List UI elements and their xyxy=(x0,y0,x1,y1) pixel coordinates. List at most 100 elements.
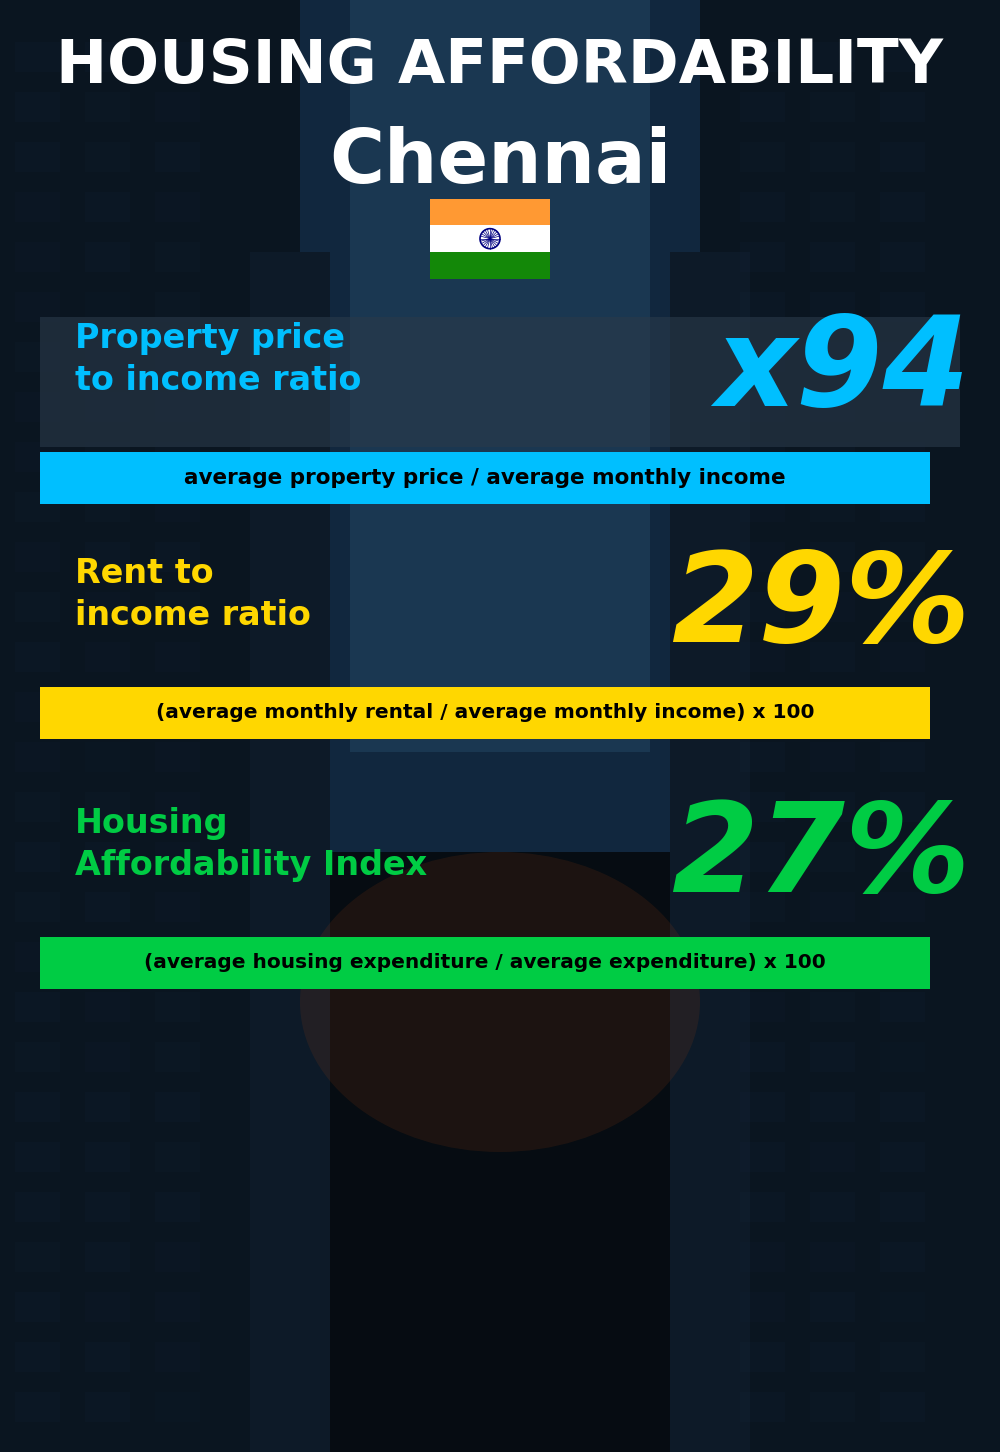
Bar xyxy=(85,392,130,423)
Bar xyxy=(740,343,785,372)
Bar xyxy=(810,192,855,222)
Bar xyxy=(155,1043,200,1072)
Bar xyxy=(880,1092,925,1122)
Bar xyxy=(0,0,300,1452)
Bar xyxy=(15,1241,60,1272)
Bar xyxy=(155,1092,200,1122)
Bar xyxy=(810,392,855,423)
Bar xyxy=(810,242,855,272)
Bar xyxy=(740,1192,785,1223)
Bar xyxy=(85,142,130,171)
Bar xyxy=(15,142,60,171)
Bar xyxy=(740,742,785,772)
Bar xyxy=(880,1143,925,1172)
Bar xyxy=(15,693,60,722)
Bar xyxy=(740,592,785,621)
Bar xyxy=(15,592,60,621)
Bar xyxy=(810,1043,855,1072)
Text: 27%: 27% xyxy=(671,797,970,918)
Bar xyxy=(740,1092,785,1122)
Bar xyxy=(85,642,130,672)
Bar xyxy=(15,842,60,873)
Bar xyxy=(740,1392,785,1422)
Bar xyxy=(810,42,855,73)
Bar xyxy=(810,791,855,822)
Bar xyxy=(85,992,130,1022)
Bar xyxy=(880,392,925,423)
Bar xyxy=(155,1241,200,1272)
Bar xyxy=(880,1043,925,1072)
Bar xyxy=(85,1092,130,1122)
Bar xyxy=(740,992,785,1022)
Bar xyxy=(85,1241,130,1272)
Bar xyxy=(15,1392,60,1422)
Bar xyxy=(810,1192,855,1223)
Bar xyxy=(880,1192,925,1223)
Bar xyxy=(15,642,60,672)
Bar xyxy=(880,492,925,523)
Bar xyxy=(880,992,925,1022)
Bar xyxy=(15,1292,60,1321)
Bar xyxy=(85,791,130,822)
Bar xyxy=(880,441,925,472)
Bar xyxy=(880,1241,925,1272)
Bar xyxy=(15,441,60,472)
Text: (average housing expenditure / average expenditure) x 100: (average housing expenditure / average e… xyxy=(144,954,826,973)
Bar xyxy=(880,292,925,322)
Bar xyxy=(810,1292,855,1321)
Bar xyxy=(430,199,550,225)
Bar xyxy=(155,1192,200,1223)
Bar xyxy=(155,942,200,971)
Bar xyxy=(155,1292,200,1321)
Bar xyxy=(155,742,200,772)
Bar xyxy=(740,1043,785,1072)
Bar xyxy=(155,1392,200,1422)
Bar xyxy=(810,1342,855,1372)
Bar xyxy=(740,693,785,722)
Bar xyxy=(810,441,855,472)
Bar xyxy=(155,392,200,423)
Bar xyxy=(85,693,130,722)
Bar xyxy=(15,42,60,73)
Text: Chennai: Chennai xyxy=(329,125,671,199)
Bar xyxy=(85,42,130,73)
Bar xyxy=(15,192,60,222)
Bar xyxy=(85,242,130,272)
Bar xyxy=(155,1143,200,1172)
Bar xyxy=(810,542,855,572)
Bar xyxy=(15,292,60,322)
Bar xyxy=(810,142,855,171)
Bar xyxy=(810,91,855,122)
Bar xyxy=(40,452,930,504)
Bar xyxy=(85,343,130,372)
Bar xyxy=(155,492,200,523)
Bar xyxy=(15,91,60,122)
Bar xyxy=(85,1043,130,1072)
Bar xyxy=(810,1092,855,1122)
Bar xyxy=(155,142,200,171)
Bar xyxy=(880,942,925,971)
Bar xyxy=(15,1043,60,1072)
Bar xyxy=(740,441,785,472)
Bar xyxy=(740,1143,785,1172)
Bar xyxy=(880,693,925,722)
Bar xyxy=(810,292,855,322)
Bar xyxy=(740,91,785,122)
Bar xyxy=(155,192,200,222)
Bar xyxy=(740,1292,785,1321)
Bar xyxy=(15,1192,60,1223)
Bar xyxy=(880,592,925,621)
Bar xyxy=(250,253,330,1452)
Bar xyxy=(740,942,785,971)
Bar xyxy=(670,253,750,1452)
Text: average property price / average monthly income: average property price / average monthly… xyxy=(184,468,786,488)
Bar xyxy=(880,142,925,171)
Bar xyxy=(880,242,925,272)
Bar xyxy=(700,0,1000,1452)
Bar xyxy=(15,1092,60,1122)
Bar xyxy=(85,192,130,222)
Bar xyxy=(810,642,855,672)
Bar xyxy=(430,253,550,279)
Bar xyxy=(880,791,925,822)
Bar xyxy=(155,292,200,322)
